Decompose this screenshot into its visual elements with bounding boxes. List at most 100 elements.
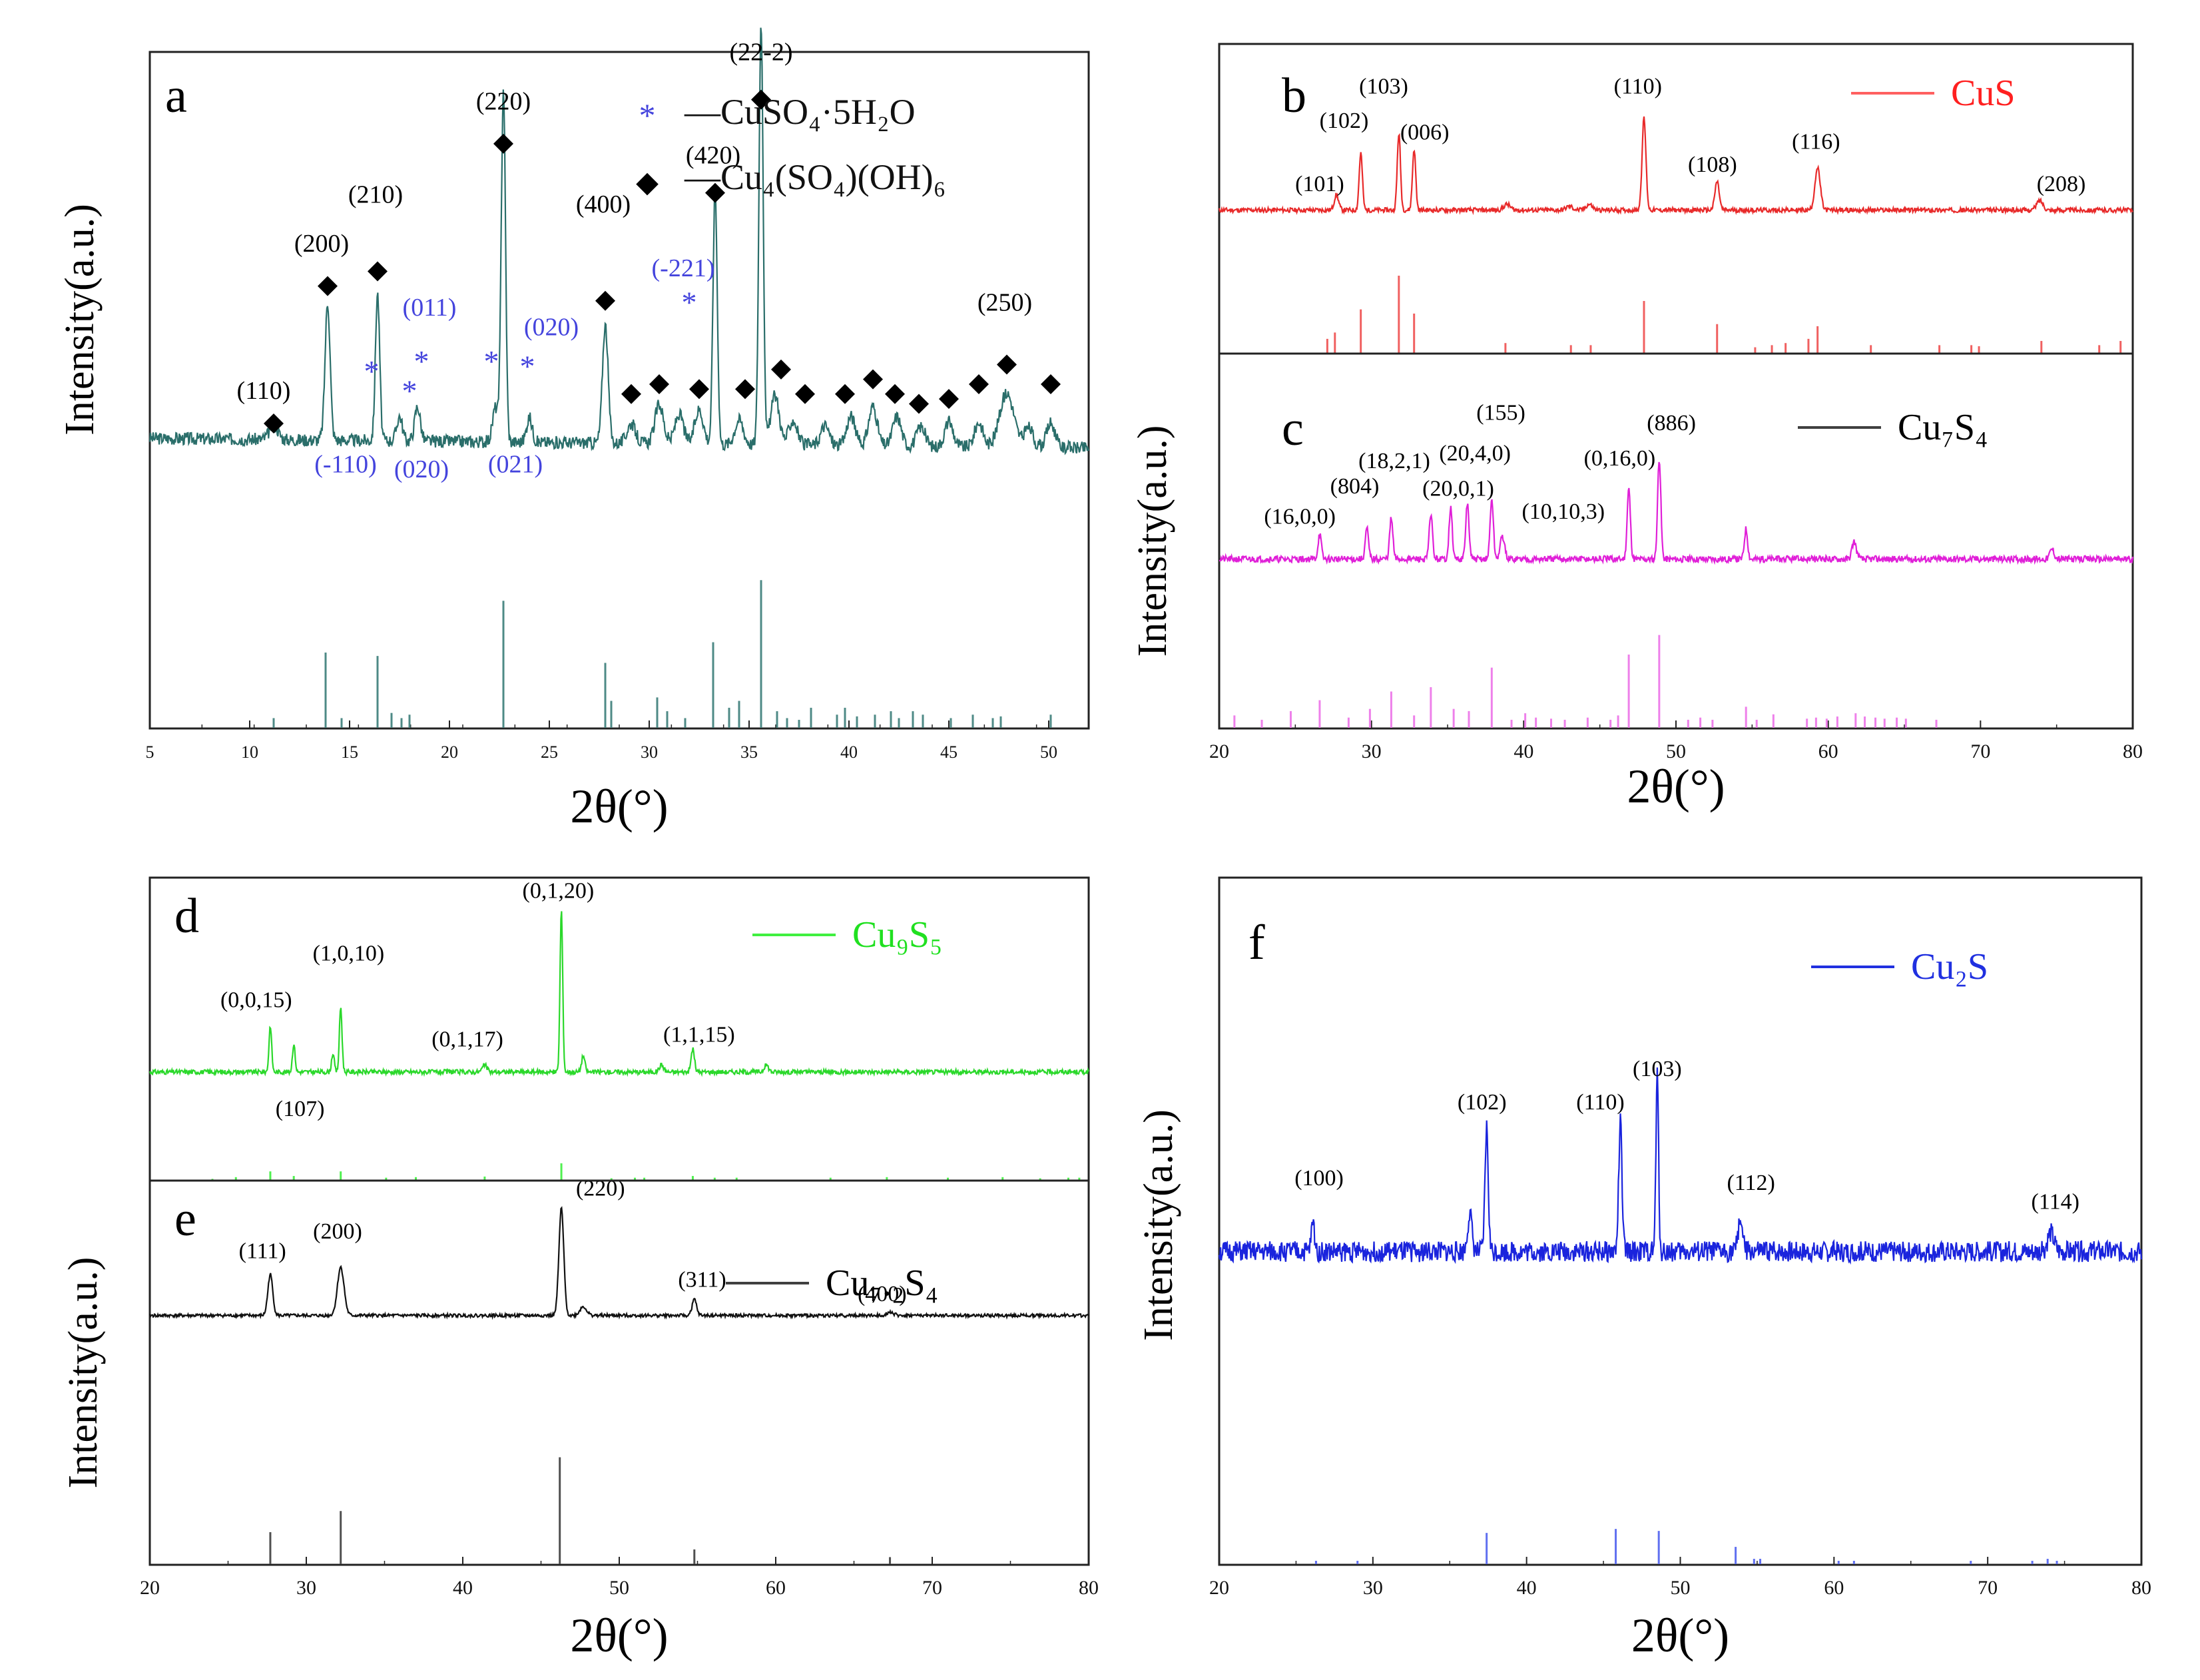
peak-label: (110): [237, 377, 291, 405]
peak-label: (020): [524, 313, 579, 341]
x-tick-label: 5: [146, 742, 154, 762]
panel-letter: f: [1248, 916, 1265, 970]
peak-label: (111): [239, 1239, 286, 1264]
diamond-marker: [595, 290, 615, 311]
peak-label: (021): [488, 451, 543, 479]
peak-label: (10,10,3): [1521, 499, 1605, 524]
panel-letter: d: [174, 889, 199, 944]
panel-letter: c: [1282, 402, 1304, 456]
x-tick-label: 40: [453, 1577, 473, 1599]
diamond-marker: [939, 389, 959, 410]
x-tick-label: 80: [2131, 1577, 2151, 1599]
peak-label: (220): [476, 87, 531, 115]
peak-label: (108): [1688, 152, 1737, 177]
peak-label: (155): [1476, 401, 1525, 425]
diamond-marker: [969, 374, 989, 394]
panel-letter: a: [165, 69, 187, 123]
x-tick-label: 25: [541, 742, 558, 762]
diamond-marker: [318, 276, 338, 296]
peak-label: (1,1,15): [663, 1023, 735, 1047]
x-tick-label: 50: [1040, 742, 1057, 762]
diamond-marker: [649, 374, 669, 394]
peak-label: (400): [576, 190, 631, 218]
x-axis-label: 2θ(°): [1627, 760, 1725, 813]
legend-label: —CuSO₄·5H₂O: [684, 92, 916, 132]
diamond-marker: [368, 261, 388, 282]
plot-frame: [148, 876, 1090, 1182]
peak-label: (200): [313, 1219, 362, 1244]
diamond-marker: [835, 384, 855, 404]
y-axis-label: Intensity(a.u.): [57, 204, 103, 435]
panel-d: d (0,0,15) (1,0,10) (0,1,17) (0,1,20) (1,1,15…: [148, 876, 1090, 1182]
peak-label: (0,1,20): [523, 878, 595, 903]
peak-label: (18,2,1): [1358, 449, 1430, 473]
x-tick-label: 20: [1209, 1577, 1229, 1599]
series-line-pattern: [148, 27, 1090, 455]
x-tick-label: 60: [766, 1577, 786, 1599]
peak-label: (020): [394, 455, 449, 483]
diamond-marker: [909, 394, 929, 414]
legend-label: —Cu₄(SO₄)(OH)₆: [684, 157, 946, 197]
diamond-marker: [997, 354, 1017, 375]
peak-label: (112): [1727, 1171, 1775, 1195]
series-line-Cu9S5: [148, 911, 1090, 1077]
peak-label: (22-2): [730, 39, 793, 67]
x-tick-label: 40: [840, 742, 858, 762]
diamond-marker: [863, 369, 883, 390]
x-tick-label: 35: [740, 742, 758, 762]
star-marker: *: [682, 286, 697, 320]
series-line-Cu2S: [1218, 1067, 2143, 1265]
x-tick-label: 70: [1978, 1577, 1998, 1599]
x-tick-label: 10: [241, 742, 258, 762]
legend-label: Cu₉S₅: [852, 914, 943, 956]
peak-label: (101): [1295, 172, 1344, 196]
series-line-CuS: [1218, 116, 2133, 216]
panel-c: 20 30 40 50 60 70 80 2θ(°) Intensity(a.u.) c (16,0…: [1130, 352, 2143, 813]
series-line-Cu7S4: [1219, 461, 2134, 565]
x-tick-label: 20: [140, 1577, 160, 1599]
diamond-marker: [1041, 374, 1061, 394]
legend-label: Cu₂S: [1911, 946, 1988, 987]
peak-label: (16,0,0): [1264, 504, 1336, 529]
star-marker: *: [364, 354, 380, 388]
diamond-marker: [771, 359, 791, 380]
y-axis-label: Intensity(a.u.): [1136, 1109, 1181, 1341]
star-marker: *: [414, 344, 429, 378]
peak-label: (107): [276, 1097, 325, 1121]
peak-label: (-110): [314, 451, 377, 479]
legend-marker: *: [639, 97, 656, 134]
panel-e: 20 30 40 50 60 70 80 2θ(°) Intensity(a.u.) e (111)…: [61, 1177, 1099, 1662]
x-tick-label: 20: [441, 742, 458, 762]
peak-label: (420): [686, 141, 740, 169]
legend-label: Cu₇S₄: [1898, 407, 1988, 448]
x-axis-label: 2θ(°): [570, 1609, 668, 1662]
x-tick-label: 60: [1824, 1577, 1844, 1599]
panel-f: 20 30 40 50 60 70 80 2θ(°) Intensity(a.u.) f (100)…: [1136, 876, 2151, 1662]
plot-frame: [1218, 352, 2134, 730]
x-tick-label: 40: [1513, 740, 1533, 762]
peak-label: (103): [1359, 75, 1408, 99]
panel-letter: b: [1282, 69, 1306, 123]
peak-label: (210): [348, 180, 403, 208]
x-tick-label: 45: [940, 742, 958, 762]
peak-label: (400): [858, 1282, 907, 1306]
peak-label: (200): [294, 230, 349, 258]
diamond-marker: [751, 89, 771, 110]
x-tick-label: 30: [1362, 740, 1382, 762]
peak-label: (102): [1458, 1090, 1507, 1115]
x-tick-label: 30: [1363, 1577, 1383, 1599]
x-tick-label: 15: [341, 742, 358, 762]
diamond-marker: [689, 379, 709, 400]
x-tick-label: 80: [2123, 740, 2143, 762]
star-marker: *: [484, 344, 499, 378]
peak-label: (-221): [652, 254, 715, 282]
diamond-marker: [493, 133, 513, 154]
diamond-marker: [735, 379, 755, 400]
star-marker: *: [520, 350, 535, 384]
peak-label: (0,1,17): [431, 1027, 503, 1052]
panel-letter: e: [174, 1192, 196, 1247]
peak-label: (0,16,0): [1584, 446, 1656, 471]
x-tick-label: 40: [1517, 1577, 1537, 1599]
peak-label: (011): [403, 294, 457, 322]
